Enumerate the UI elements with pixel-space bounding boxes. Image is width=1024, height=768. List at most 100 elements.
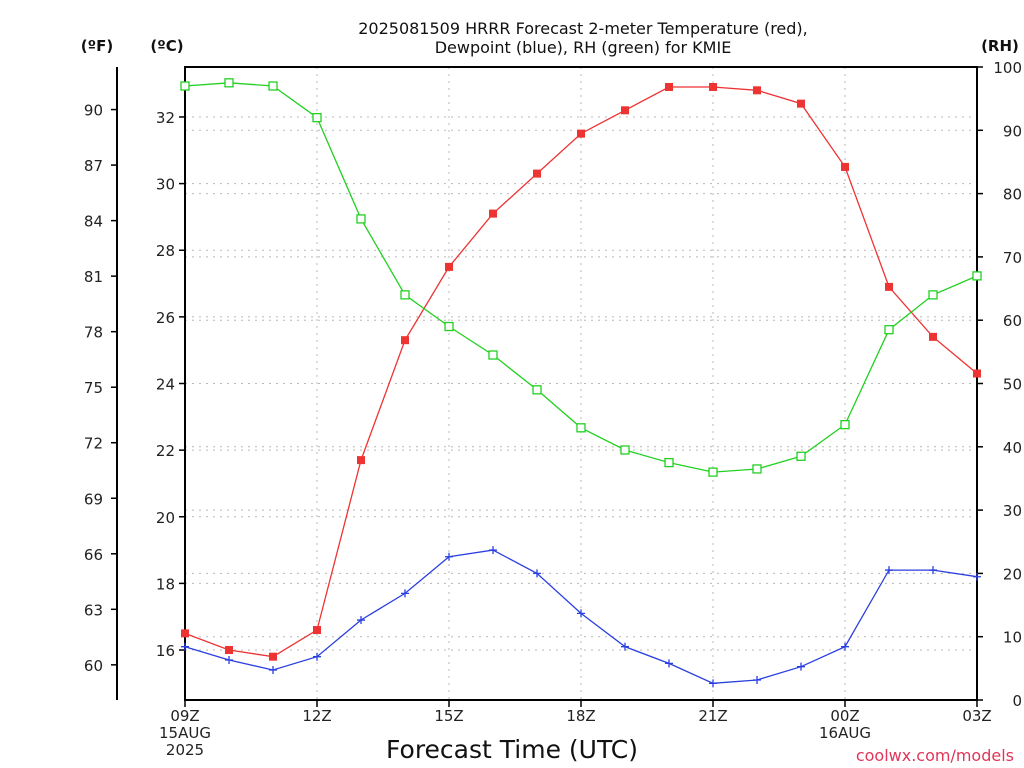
fahrenheit-unit-label: (ºF) [81, 37, 113, 55]
temperature-point [489, 209, 497, 218]
dewpoint-point [489, 546, 497, 555]
dewpoint-point [533, 569, 541, 578]
temperature-point [753, 86, 761, 95]
x-axis-title: Forecast Time (UTC) [386, 735, 638, 764]
fahrenheit-tick-label: 84 [84, 213, 103, 231]
rh-point [796, 451, 806, 461]
rh-point [488, 350, 498, 360]
dewpoint-point [885, 566, 893, 575]
rh-point [400, 290, 410, 300]
rh-tick-label: 20 [1003, 565, 1022, 583]
time-tick-label: 18Z [566, 707, 595, 725]
dewpoint-point [929, 566, 937, 575]
rh-tick-label: 100 [993, 59, 1022, 77]
rh-tick-label: 10 [1003, 629, 1022, 647]
data-series [180, 78, 982, 688]
celsius-unit-label: (ºC) [150, 37, 183, 55]
fahrenheit-tick-label: 90 [84, 102, 103, 120]
celsius-tick-label: 30 [156, 176, 175, 194]
rh-tick-label: 50 [1003, 376, 1022, 394]
source-credit: coolwx.com/models [856, 746, 1014, 765]
rh-tick-label: 80 [1003, 186, 1022, 204]
fahrenheit-tick-label: 66 [84, 546, 103, 564]
temperature-point [621, 106, 629, 115]
rh-point [972, 271, 982, 281]
fahrenheit-tick-label: 78 [84, 324, 103, 342]
temperature-point [709, 82, 717, 91]
temperature-point [225, 646, 233, 655]
chart-title-line-2: Dewpoint (blue), RH (green) for KMIE [435, 38, 732, 57]
dewpoint-point [841, 642, 849, 651]
dewpoint-point [401, 589, 409, 598]
time-tick-label: 03Z [962, 707, 991, 725]
celsius-tick-label: 24 [156, 376, 175, 394]
gridlines [185, 67, 977, 700]
dewpoint-point [797, 662, 805, 671]
dewpoint-point [225, 656, 233, 665]
temperature-point [357, 456, 365, 465]
rh-point [444, 321, 454, 332]
time-tick-label: 15AUG [159, 724, 211, 742]
time-tick-label: 12Z [302, 707, 331, 725]
time-tick-label: 09Z [170, 707, 199, 725]
fahrenheit-tick-label: 87 [84, 157, 103, 175]
fahrenheit-tick-label: 60 [84, 657, 103, 675]
dewpoint-point [269, 666, 277, 675]
temperature-point [885, 282, 893, 291]
temperature-point [445, 262, 453, 271]
rh-tick-label: 90 [1003, 122, 1022, 140]
rh-point [840, 419, 850, 430]
dewpoint-point [665, 659, 673, 668]
rh-point [620, 445, 630, 455]
rh-point [752, 464, 762, 474]
rh-point [708, 467, 718, 477]
dewpoint-point [445, 552, 453, 561]
rh-tick-label: 70 [1003, 249, 1022, 267]
rh-tick-label: 40 [1003, 439, 1022, 457]
axes [116, 66, 978, 701]
temperature-point [181, 629, 189, 638]
temperature-point [313, 626, 321, 635]
rh-tick-label: 0 [1012, 692, 1022, 710]
rh-unit-label: (RH) [981, 37, 1019, 55]
temperature-point [797, 99, 805, 108]
temperature-point [665, 82, 673, 91]
time-tick-label: 16AUG [819, 724, 871, 742]
rh-point [312, 112, 322, 123]
celsius-tick-label: 32 [156, 109, 175, 127]
chart-title-line-1: 2025081509 HRRR Forecast 2-meter Tempera… [358, 19, 808, 38]
celsius-tick-label: 16 [156, 642, 175, 660]
rh-point [356, 214, 366, 224]
dewpoint-point [357, 616, 365, 625]
celsius-tick-label: 28 [156, 242, 175, 260]
celsius-tick-label: 22 [156, 442, 175, 460]
fahrenheit-tick-label: 75 [84, 379, 103, 397]
dewpoint-point [577, 609, 585, 618]
celsius-tick-label: 18 [156, 575, 175, 593]
rh-point [576, 423, 586, 433]
fahrenheit-tick-label: 81 [84, 268, 103, 286]
rh-point [268, 81, 278, 91]
rh-tick-label: 60 [1003, 312, 1022, 330]
temperature-point [841, 162, 849, 171]
rh-point [928, 290, 938, 300]
time-tick-label: 15Z [434, 707, 463, 725]
celsius-tick-label: 26 [156, 309, 175, 327]
time-tick-label: 2025 [166, 741, 204, 759]
rh-point [224, 78, 234, 88]
dewpoint-point [181, 642, 189, 651]
dewpoint-point [621, 642, 629, 651]
rh-point [532, 385, 542, 395]
temperature-point [269, 652, 277, 661]
temperature-point [401, 336, 409, 345]
dewpoint-point [709, 679, 717, 688]
celsius-tick-label: 20 [156, 509, 175, 527]
temperature-point [533, 169, 541, 178]
rh-point [884, 325, 894, 335]
rh-tick-label: 30 [1003, 502, 1022, 520]
tick-labels: 16 18 20 22 24 26 28 30 32 60 63 66 69 72 75 78 81 84 87 90… [84, 59, 1022, 759]
fahrenheit-tick-label: 63 [84, 601, 103, 619]
fahrenheit-tick-label: 69 [84, 490, 103, 508]
rh-point [180, 81, 190, 91]
